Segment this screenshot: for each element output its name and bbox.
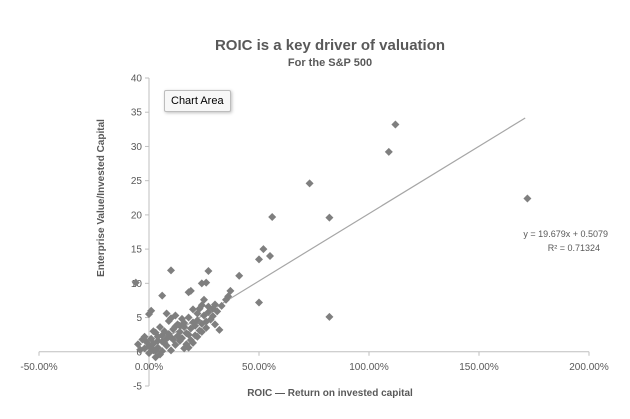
- data-point: [217, 301, 226, 310]
- data-point: [184, 313, 193, 322]
- data-point: [384, 147, 393, 156]
- data-point: [178, 334, 186, 343]
- chart-area-tooltip: Chart Area: [164, 90, 231, 112]
- data-point: [167, 346, 175, 355]
- data-point: [182, 340, 191, 349]
- x-tick-label: 200.00%: [569, 362, 609, 373]
- data-point: [189, 305, 197, 314]
- data-point: [164, 329, 173, 338]
- axes: [38, 77, 590, 387]
- data-point: [131, 278, 140, 287]
- x-tick-label: 0.00%: [135, 362, 163, 373]
- data-point: [193, 309, 202, 318]
- data-point: [215, 325, 224, 334]
- data-point: [259, 245, 268, 254]
- data-point: [171, 322, 180, 331]
- data-point: [211, 320, 219, 329]
- x-tick-label: 150.00%: [459, 362, 499, 373]
- x-axis-title: ROIC — Return on invested capital: [247, 388, 413, 399]
- y-tick-label: 40: [131, 74, 143, 85]
- data-point: [268, 212, 277, 221]
- data-point: [149, 327, 158, 336]
- data-point: [134, 340, 142, 349]
- data-point: [202, 317, 211, 326]
- data-point: [156, 323, 164, 332]
- data-point: [191, 331, 200, 340]
- trendline-equation: y = 19.679x + 0.5079: [523, 229, 608, 239]
- tick-labels: -50510152025303540-50.00%0.00%50.00%100.…: [20, 74, 608, 393]
- data-point: [167, 266, 175, 275]
- y-tick-label: 30: [131, 142, 143, 153]
- data-point: [325, 213, 334, 222]
- x-tick-label: -50.00%: [20, 362, 57, 373]
- data-point: [162, 309, 171, 318]
- data-point: [305, 179, 314, 188]
- data-point: [202, 323, 211, 332]
- data-point: [325, 312, 334, 321]
- data-point: [158, 337, 167, 346]
- data-point: [197, 301, 206, 310]
- y-axis-title: Enterprise Value/Invested Capital: [96, 119, 107, 277]
- data-point: [202, 278, 211, 287]
- data-point: [195, 326, 204, 335]
- data-point: [147, 306, 156, 315]
- data-point: [140, 332, 149, 341]
- y-tick-label: 5: [136, 313, 142, 324]
- data-point: [213, 307, 222, 316]
- chart-subtitle: For the S&P 500: [288, 57, 372, 69]
- data-point: [235, 271, 244, 280]
- data-point: [186, 286, 195, 295]
- trendline-r-squared: R² = 0.71324: [548, 243, 600, 253]
- data-point: [204, 267, 213, 276]
- x-tick-label: 100.00%: [349, 362, 389, 373]
- data-point: [224, 292, 233, 301]
- data-point: [151, 353, 160, 362]
- data-point: [158, 291, 167, 300]
- data-point: [167, 314, 175, 323]
- y-tick-label: 20: [131, 210, 143, 221]
- data-point: [151, 347, 160, 356]
- data-point: [204, 308, 213, 317]
- data-point: [255, 255, 263, 264]
- data-point: [266, 251, 274, 260]
- data-point: [184, 330, 193, 339]
- data-point: [523, 194, 532, 203]
- data-points: [131, 120, 532, 362]
- data-point: [211, 300, 219, 309]
- data-point: [391, 120, 400, 129]
- data-point: [153, 332, 162, 341]
- data-point: [186, 324, 195, 333]
- y-tick-label: -5: [133, 382, 142, 393]
- chart-title: ROIC is a key driver of valuation: [215, 37, 445, 54]
- y-tick-label: 15: [131, 245, 143, 256]
- data-point: [189, 318, 197, 327]
- y-tick-label: 35: [131, 108, 143, 119]
- y-tick-label: 25: [131, 176, 143, 187]
- x-tick-label: 50.00%: [242, 362, 276, 373]
- data-point: [255, 298, 263, 307]
